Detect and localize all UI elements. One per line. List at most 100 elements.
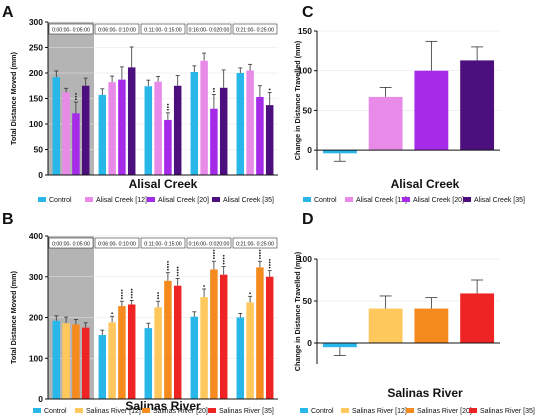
legend-label: Salinas River [20]: [153, 408, 208, 415]
y-tick-label: 250: [29, 43, 43, 53]
significance-star: [157, 292, 160, 294]
bar: [322, 343, 357, 348]
significance-star: [157, 297, 160, 300]
bar: [173, 285, 182, 399]
legend-label: Salinas River [35]: [219, 408, 274, 415]
time-window-box: [232, 237, 278, 249]
legend-swatch: [75, 408, 83, 413]
legend-label: Control: [314, 197, 337, 204]
legend-swatch: [402, 197, 410, 202]
bar: [52, 77, 61, 175]
significance-star: [222, 260, 225, 262]
y-tick-label: 100: [298, 254, 312, 264]
bar: [460, 60, 495, 151]
significance-star: [75, 95, 77, 98]
significance-star: [130, 291, 133, 294]
bar: [144, 86, 153, 175]
significance-star: [213, 90, 215, 93]
time-window-box: [186, 237, 232, 249]
significance-star: [222, 257, 225, 260]
y-tick-label: 50: [303, 296, 313, 306]
bar: [118, 306, 126, 399]
legend-title: Alisal Creek: [129, 177, 198, 191]
bar: [164, 119, 172, 175]
bar: [256, 96, 264, 175]
bar: [256, 267, 264, 399]
legend-label: Salinas River [12]: [86, 408, 141, 415]
significance-star: [167, 103, 169, 106]
bar: [108, 322, 116, 399]
legend-label: Alisal Creek [20]: [158, 197, 209, 204]
panel-a: 0:00:00- 0:05:00 0:06:00- 0:10:00 0:11:00-…: [2, 4, 278, 204]
legend-swatch: [406, 408, 414, 413]
significance-star: [213, 254, 215, 257]
significance-star: [130, 288, 133, 291]
significance-star: [268, 88, 271, 91]
bar: [127, 304, 136, 399]
time-window-label: 0:11:00- 0:15:00: [144, 27, 182, 33]
bar: [190, 316, 199, 399]
significance-star: [130, 296, 133, 299]
bar: [210, 108, 218, 175]
bar: [81, 327, 90, 399]
legend-label: Alisal Creek [12]: [96, 197, 147, 204]
significance-star: [157, 294, 160, 297]
legend-swatch: [85, 197, 93, 202]
y-tick-label: 200: [29, 313, 43, 323]
significance-star: [130, 293, 133, 296]
bar: [154, 307, 162, 399]
legend-label: Control: [49, 197, 72, 204]
bar: [246, 70, 254, 175]
legend-swatch: [38, 197, 46, 202]
time-window-label: 0:21:00- 0:25:00: [236, 27, 274, 33]
legend-swatch: [142, 408, 150, 413]
time-window-label: 0:16:00- 0:020:00: [189, 241, 230, 247]
significance-star: [213, 249, 215, 252]
significance-star: [259, 249, 261, 252]
bar: [154, 81, 162, 175]
bar: [81, 85, 90, 175]
significance-star: [176, 274, 179, 277]
significance-star: [167, 260, 169, 263]
bar: [414, 70, 449, 151]
bar: [368, 96, 403, 151]
significance-star: [111, 312, 113, 315]
time-window-box: [140, 237, 186, 249]
time-window-box: [48, 23, 94, 35]
legend-swatch: [212, 197, 220, 202]
legend-label: Salinas River [12]: [352, 408, 407, 415]
significance-star: [203, 285, 206, 287]
bar: [200, 60, 208, 176]
significance-star: [176, 266, 179, 269]
significance-star: [167, 268, 169, 271]
significance-star: [167, 108, 169, 111]
significance-star: [121, 289, 123, 292]
y-tick-label: 0: [307, 145, 312, 155]
bar: [108, 82, 116, 175]
bar: [322, 150, 357, 154]
time-window-box: [94, 237, 140, 249]
y-tick-label: 150: [29, 94, 43, 104]
bar: [246, 302, 254, 399]
significance-star: [176, 269, 179, 272]
bar: [265, 276, 274, 399]
time-window-label: 0:11:00- 0:15:00: [144, 241, 182, 247]
legend-swatch: [463, 197, 471, 202]
y-tick-label: 100: [298, 66, 312, 76]
significance-star: [75, 92, 77, 95]
time-window-box: [186, 23, 232, 35]
y-tick-label: 50: [303, 105, 313, 115]
bar: [164, 280, 172, 399]
y-tick-label: 300: [29, 272, 43, 282]
legend-swatch: [208, 408, 216, 413]
significance-star: [222, 262, 225, 265]
significance-star: [213, 87, 215, 90]
panel-letter: B: [2, 211, 14, 228]
bar: [118, 79, 126, 175]
y-tick-label: 150: [298, 26, 312, 36]
y-axis-label: Change in Distance Travelled (mm): [293, 251, 302, 371]
legend-swatch: [33, 408, 41, 413]
panel-letter: A: [2, 4, 14, 21]
